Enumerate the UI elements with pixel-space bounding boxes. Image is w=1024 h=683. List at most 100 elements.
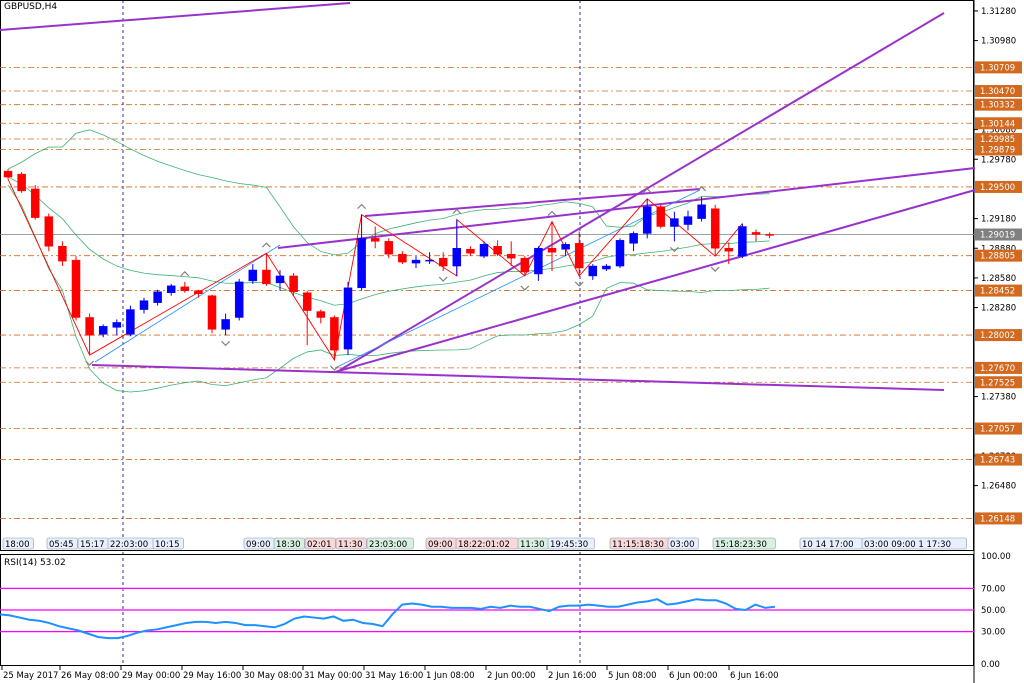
time-tags-row: 18:00 05:45 15:17 22:03:00 10:15 09:00 18:30 02… [2, 537, 967, 550]
time-label: 29 May 00:00 [122, 671, 180, 681]
price-tag: 1.28452 [980, 287, 1015, 297]
rsi-scale-label: 100.00 [981, 552, 1011, 562]
price-label: 1.31280 [981, 7, 1016, 17]
candle-bull [642, 206, 652, 234]
price-tag-bg [975, 85, 1022, 98]
channel-line-6 [364, 188, 701, 217]
candle-bear [370, 238, 380, 242]
price-tag: 1.27525 [980, 378, 1015, 388]
candle-bull [479, 244, 489, 257]
channel-lines [0, 2, 976, 391]
time-label: 25 May 2017 [3, 671, 58, 681]
time-label: 29 May 16:00 [183, 671, 241, 681]
price-tag: 1.30144 [980, 119, 1015, 129]
time-tag-bg [152, 537, 184, 550]
price-tag-bg [975, 61, 1022, 74]
time-tag: 03:00 [670, 540, 695, 550]
candle-bear [710, 208, 720, 249]
price-tag-bg [975, 98, 1022, 111]
candle-bull [166, 285, 176, 294]
time-label: 31 May 16:00 [365, 671, 423, 681]
price-axis: 1.31280 1.30980 1.30080 1.29780 1.29180 1.288… [974, 7, 1022, 525]
time-label: 1 Jun 08:00 [426, 671, 475, 681]
price-tag: 1.27670 [980, 364, 1015, 374]
price-tag: 1.28805 [980, 252, 1015, 262]
period-separators [122, 0, 581, 666]
price-label: 1.30080 [981, 126, 1016, 136]
rsi-scale-label: 30.00 [981, 628, 1005, 638]
price-tag-bg [975, 143, 1022, 156]
price-tag-bg [975, 228, 1022, 241]
fractal-up [452, 208, 462, 215]
candle-bear [724, 248, 734, 252]
candle-bear [71, 259, 81, 318]
channel-line-4 [277, 167, 976, 249]
candle-bull [697, 204, 706, 219]
price-tag-bg [975, 284, 1022, 297]
time-label: 6 Jun 16:00 [730, 671, 779, 681]
candle-bull [98, 326, 108, 335]
fractal-down [329, 365, 339, 371]
time-label: 2 Jun 16:00 [548, 671, 597, 681]
candle-bear [289, 275, 298, 293]
price-tag-bg [975, 512, 1022, 525]
price-label: 1.30980 [981, 37, 1016, 47]
fractal-down [574, 281, 584, 287]
trend-line-2 [334, 189, 701, 369]
time-tag-bg [304, 537, 336, 550]
candle-bear [520, 257, 530, 273]
price-tag: 1.29019 [980, 231, 1015, 241]
price-tag: 1.30709 [980, 63, 1015, 73]
time-tag: 11:30 [338, 540, 363, 550]
time-tag: 15:17 [80, 540, 105, 550]
time-axis: 25 May 2017 26 May 08:00 29 May 00:00 29 Ma… [1, 666, 779, 681]
time-tag-bg [2, 537, 34, 550]
candle-bear [58, 246, 67, 262]
candle-bull [629, 233, 638, 244]
candle-bear [17, 173, 26, 192]
candle-bull [112, 322, 122, 328]
price-tag-bg [975, 376, 1022, 389]
price-tag: 1.29879 [980, 145, 1015, 155]
fractal-up [547, 210, 557, 216]
price-tag: 1.28002 [980, 331, 1015, 341]
candle-bull [683, 216, 693, 225]
price-label: 1.29180 [981, 215, 1016, 225]
candle-bull [615, 240, 625, 267]
candle-bull [602, 265, 611, 270]
band-lower [7, 184, 770, 393]
time-tag-bg [335, 537, 367, 550]
candle-bear [547, 248, 557, 253]
time-tag-bg [861, 537, 967, 550]
price-tag: 1.29500 [980, 183, 1015, 193]
candle-bear [493, 246, 502, 255]
rsi-line [0, 598, 776, 640]
candle-bull [248, 269, 258, 282]
fractal-down [669, 246, 679, 253]
candle-bear [194, 290, 203, 294]
channel-line-1 [0, 2, 351, 31]
time-tag: 10:15 [155, 540, 180, 550]
rsi-indicator: 100.00 70.00 50.00 30.00 0.00 [0, 552, 1011, 670]
fractal-up [180, 271, 190, 277]
candle-bear [466, 248, 475, 254]
candle-bear [180, 286, 190, 292]
channel-line-2 [339, 12, 945, 371]
fractal-down [85, 360, 95, 366]
band-middle [7, 176, 770, 306]
rsi-title: RSI(14) 53.02 [4, 558, 66, 568]
time-label: 31 May 00:00 [304, 671, 362, 681]
fractal-up [357, 203, 367, 210]
time-tag-bg [667, 537, 699, 550]
candle-bull [670, 218, 679, 227]
fractal-down [710, 266, 720, 272]
candle-bear [44, 216, 54, 247]
candle-bull [738, 226, 747, 257]
candle-bear [765, 234, 774, 236]
price-label: 1.28880 [981, 244, 1016, 254]
time-tag: 10 14 17:00 [802, 540, 854, 550]
price-label: 1.28280 [981, 304, 1016, 314]
candle-bear [316, 311, 326, 318]
fractal-down [438, 276, 448, 282]
